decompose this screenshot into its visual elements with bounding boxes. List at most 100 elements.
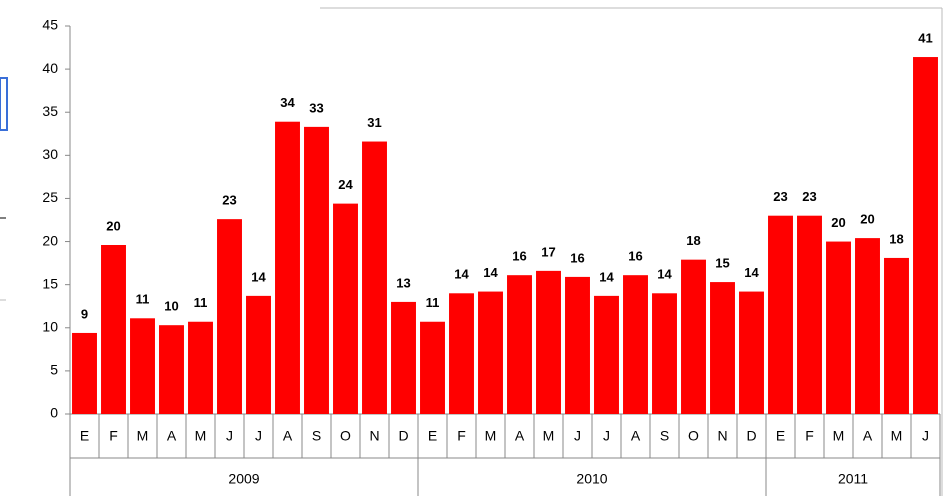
value-label: 14 (251, 269, 266, 284)
value-label: 18 (686, 233, 700, 248)
bar (246, 295, 271, 414)
value-label: 10 (164, 299, 178, 314)
group-label: 2011 (838, 471, 868, 487)
x-tick-label: M (485, 428, 497, 444)
x-tick-label: J (255, 428, 262, 444)
value-label: 23 (773, 189, 787, 204)
bar (710, 282, 735, 414)
x-tick-label: O (340, 428, 351, 444)
bar (449, 293, 474, 414)
y-tick-label: 45 (42, 17, 58, 33)
value-label: 31 (367, 115, 381, 130)
bar (362, 141, 387, 414)
y-tick-label: 0 (50, 405, 58, 421)
bar (913, 57, 938, 414)
x-tick-label: A (863, 428, 873, 444)
value-label: 11 (136, 292, 150, 307)
bar (565, 276, 590, 414)
x-tick-label: A (515, 428, 525, 444)
x-tick-label: D (398, 428, 408, 444)
y-tick-label: 25 (42, 189, 58, 205)
x-tick-label: F (805, 428, 814, 444)
bar (884, 257, 909, 414)
value-label: 13 (396, 275, 410, 290)
value-label: 14 (599, 269, 614, 284)
bar (130, 318, 155, 414)
x-tick-label: F (109, 428, 118, 444)
value-label: 23 (802, 189, 816, 204)
value-label: 15 (715, 256, 729, 271)
bar (594, 295, 619, 414)
x-tick-label: S (660, 428, 669, 444)
value-label: 23 (222, 193, 236, 208)
value-label: 18 (889, 231, 903, 246)
bar (420, 321, 445, 414)
x-tick-label: D (746, 428, 756, 444)
value-label: 34 (280, 95, 295, 110)
value-label: 24 (338, 177, 353, 192)
bar (797, 215, 822, 414)
x-tick-label: N (369, 428, 379, 444)
bar (333, 203, 358, 414)
x-tick-label: E (80, 428, 89, 444)
x-tick-label: M (137, 428, 149, 444)
bar (536, 270, 561, 414)
y-tick-label: 10 (42, 318, 58, 334)
y-tick-label: 30 (42, 146, 58, 162)
x-tick-label: J (603, 428, 610, 444)
x-tick-label: O (688, 428, 699, 444)
value-label: 16 (570, 250, 584, 265)
y-tick-label: 15 (42, 275, 58, 291)
bar (855, 238, 880, 414)
x-tick-label: A (167, 428, 177, 444)
value-label: 11 (426, 295, 440, 310)
group-label: 2010 (576, 471, 607, 487)
x-tick-label: A (631, 428, 641, 444)
y-tick-label: 35 (42, 103, 58, 119)
value-label: 14 (744, 265, 759, 280)
bar (217, 219, 242, 414)
y-tick-label: 40 (42, 60, 58, 76)
bar (478, 291, 503, 414)
value-label: 14 (657, 267, 672, 282)
bar (101, 245, 126, 414)
bar (739, 291, 764, 414)
value-label: 41 (918, 30, 932, 45)
bar (275, 121, 300, 414)
bar (681, 259, 706, 414)
x-tick-label: A (283, 428, 293, 444)
x-tick-label: M (891, 428, 903, 444)
ui-fragment (0, 77, 8, 131)
value-label: 20 (106, 218, 120, 233)
bar (623, 275, 648, 414)
value-label: 14 (454, 267, 469, 282)
x-tick-label: J (226, 428, 233, 444)
bar (768, 215, 793, 414)
bar (391, 301, 416, 414)
value-label: 16 (512, 249, 526, 264)
value-label: 33 (309, 100, 323, 115)
value-label: 11 (194, 295, 208, 310)
x-tick-label: J (574, 428, 581, 444)
x-tick-label: F (457, 428, 466, 444)
value-label: 9 (81, 306, 88, 321)
x-tick-label: E (428, 428, 437, 444)
x-tick-label: S (312, 428, 321, 444)
x-tick-label: E (776, 428, 785, 444)
bar (159, 325, 184, 414)
bar (826, 241, 851, 414)
bar (652, 293, 677, 414)
bar (188, 321, 213, 414)
value-label: 20 (831, 215, 845, 230)
y-tick-label: 20 (42, 232, 58, 248)
bar (72, 332, 97, 414)
value-label: 20 (860, 212, 874, 227)
x-tick-label: N (717, 428, 727, 444)
value-label: 14 (483, 265, 498, 280)
y-tick-label: 5 (50, 362, 58, 378)
x-tick-label: M (195, 428, 207, 444)
bar (304, 126, 329, 414)
bar (507, 275, 532, 414)
value-label: 17 (541, 244, 555, 259)
